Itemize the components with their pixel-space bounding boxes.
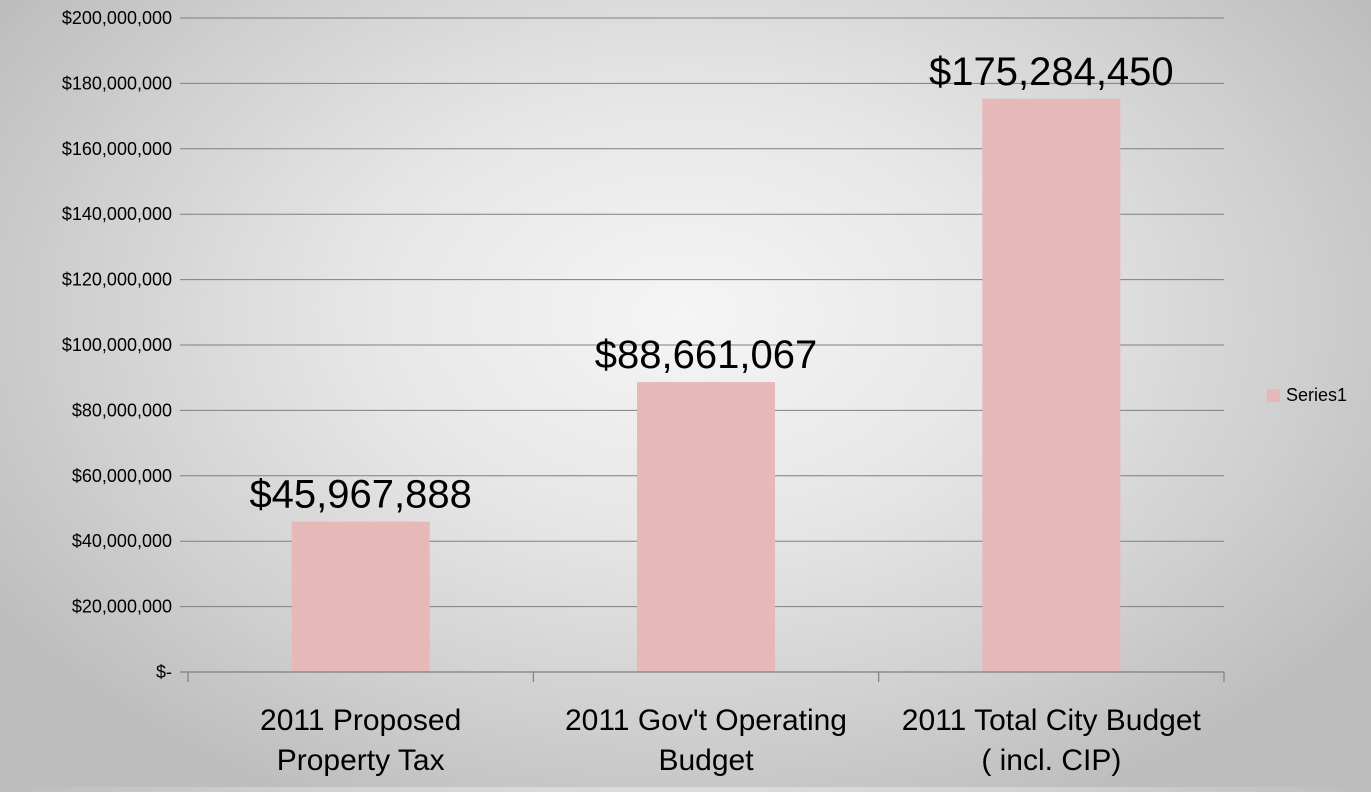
y-tick-label: $180,000,000 — [62, 73, 172, 93]
y-tick-label: $60,000,000 — [72, 466, 172, 486]
x-tick-label: 2011 Proposed — [260, 704, 461, 737]
x-tick-label: ( incl. CIP) — [981, 744, 1121, 777]
x-tick-label: Budget — [658, 744, 754, 777]
y-tick-label: $200,000,000 — [62, 8, 172, 28]
y-tick-label: $20,000,000 — [72, 597, 172, 617]
legend-swatch — [1267, 389, 1280, 402]
data-labels: $45,967,888 $88,661,067 $175,284,450 — [249, 50, 1173, 517]
x-tick-label: 2011 Gov't Operating — [565, 704, 847, 737]
x-axis-category-labels: 2011 Proposed Property Tax 2011 Gov't Oper… — [260, 704, 1202, 777]
data-label: $88,661,067 — [595, 333, 817, 377]
x-tick-label: 2011 Total City Budget — [902, 704, 1202, 737]
y-tick-label: $160,000,000 — [62, 139, 172, 159]
x-tick-label: Property Tax — [277, 744, 445, 777]
legend: Series1 — [1267, 385, 1347, 405]
bar — [637, 382, 775, 672]
y-tick-label: $120,000,000 — [62, 270, 172, 290]
y-axis-tick-labels: $- $20,000,000 $40,000,000 $60,000,000 $80,0… — [62, 8, 172, 682]
bar — [291, 521, 430, 672]
bar — [982, 98, 1121, 673]
legend-label: Series1 — [1286, 385, 1347, 405]
bars — [291, 98, 1121, 673]
data-label: $175,284,450 — [929, 50, 1174, 94]
y-tick-label: $40,000,000 — [72, 531, 172, 551]
y-tick-label: $140,000,000 — [62, 204, 172, 224]
y-tick-label: $80,000,000 — [72, 400, 172, 420]
y-tick-label: $- — [156, 662, 172, 682]
x-axis — [180, 671, 1225, 682]
y-tick-label: $100,000,000 — [62, 335, 172, 355]
data-label: $45,967,888 — [249, 473, 471, 517]
